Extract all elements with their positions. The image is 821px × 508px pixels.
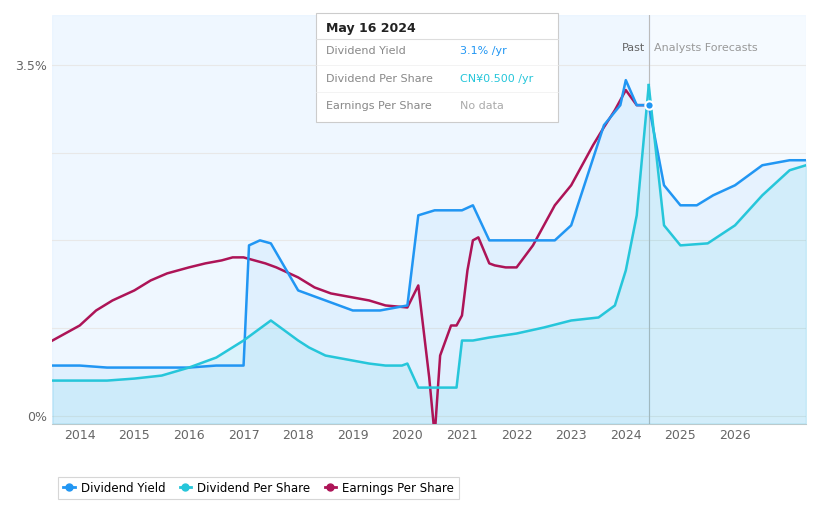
Text: Earnings Per Share: Earnings Per Share bbox=[326, 101, 432, 111]
Legend: Dividend Yield, Dividend Per Share, Earnings Per Share: Dividend Yield, Dividend Per Share, Earn… bbox=[58, 477, 459, 499]
Text: CN¥0.500 /yr: CN¥0.500 /yr bbox=[460, 74, 533, 84]
Text: Dividend Yield: Dividend Yield bbox=[326, 46, 406, 56]
Text: 3.1% /yr: 3.1% /yr bbox=[460, 46, 507, 56]
Text: May 16 2024: May 16 2024 bbox=[326, 22, 415, 35]
Bar bbox=[649, 15, 806, 424]
Text: Analysts Forecasts: Analysts Forecasts bbox=[654, 43, 758, 53]
Text: Dividend Per Share: Dividend Per Share bbox=[326, 74, 433, 84]
Text: No data: No data bbox=[460, 101, 503, 111]
Text: Past: Past bbox=[622, 43, 645, 53]
Bar bbox=[53, 15, 649, 424]
